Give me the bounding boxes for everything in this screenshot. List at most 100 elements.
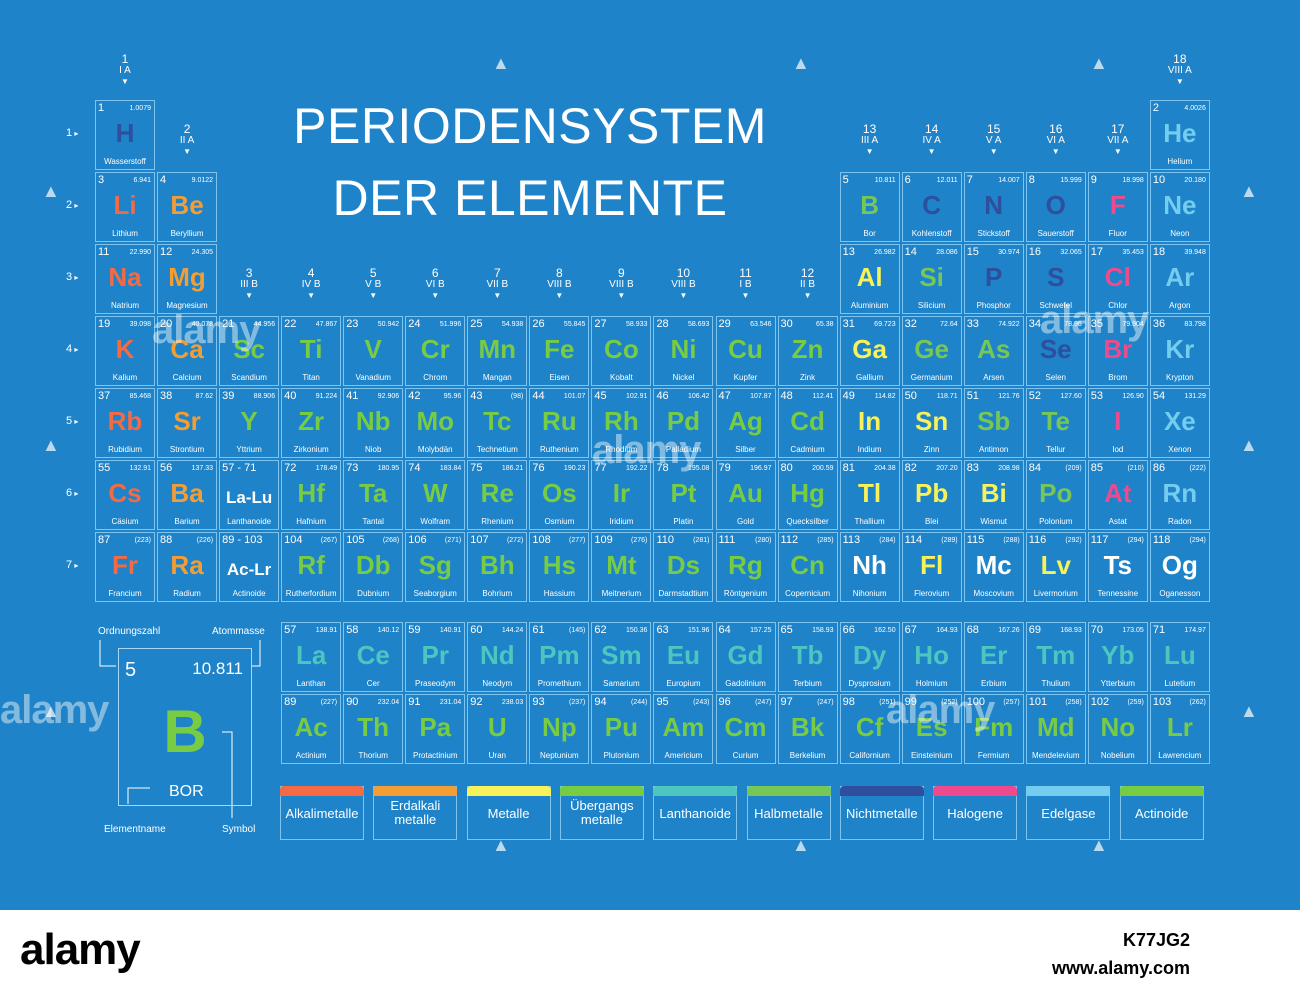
element-mass: (244) [631, 699, 648, 706]
element-symbol: Ho [914, 640, 949, 670]
key-ordnungszahl-label: Ordnungszahl [98, 626, 161, 637]
element-number: 115 [966, 534, 985, 546]
element-cell: 4 9.0122 Be Beryllium [157, 172, 218, 242]
group-roman: IV B [301, 279, 321, 290]
element-name: Livermorium [1033, 589, 1078, 598]
element-cell: 111 (280) Rg Röntgenium [715, 532, 776, 602]
element-cell: 20 40.078 Ca Calcium [157, 316, 218, 386]
element-number: 64 [718, 624, 731, 636]
element-symbol: As [977, 334, 1011, 364]
element-name: Gold [737, 517, 754, 526]
element-cell: 112 (285) Cn Copernicium [777, 532, 838, 602]
element-symbol: Cf [855, 712, 884, 742]
group-roman: VI A [1046, 135, 1065, 146]
group-roman: III A [860, 135, 879, 146]
element-mass: 12.011 [936, 177, 958, 184]
element-symbol: Bh [479, 550, 515, 580]
element-name: Praseodym [415, 679, 456, 688]
element-name: Titan [302, 373, 320, 382]
arrow-right-icon: ▸ [72, 273, 79, 282]
element-name: Natrium [110, 301, 139, 310]
element-name: Vanadium [355, 373, 391, 382]
element-symbol: V [364, 334, 382, 364]
element-number: 26 [532, 318, 545, 330]
element-number: 66 [842, 624, 855, 636]
alamy-url: www.alamy.com [1051, 958, 1190, 978]
element-symbol: Lv [1040, 550, 1071, 580]
element-mass: (281) [693, 537, 710, 544]
element-symbol: Ru [542, 406, 577, 436]
element-number: 72 [284, 462, 297, 474]
element-cell: 82 207.20 Pb Blei [901, 460, 962, 530]
arrow-down-icon: ▼ [803, 291, 812, 300]
element-number: 103 [1152, 696, 1172, 708]
element-name: Neon [1170, 229, 1190, 238]
arrow-right-icon: ▸ [72, 129, 79, 138]
element-symbol: Ar [1165, 262, 1195, 292]
element-symbol: P [985, 262, 1003, 292]
key-atommasse-label: Atommasse [212, 626, 265, 637]
element-symbol: Np [542, 712, 577, 742]
element-mass: (252) [941, 699, 958, 706]
element-name: Niob [364, 445, 382, 454]
element-mass: (247) [755, 699, 772, 706]
element-cell: 44 101.07 Ru Ruthenium [529, 388, 590, 458]
element-name: Iod [1112, 445, 1124, 454]
key-mass: 10.811 [192, 659, 243, 678]
triangle-icon: ▲ [42, 181, 60, 201]
element-name: Blei [924, 517, 939, 526]
element-mass: 88.906 [253, 393, 276, 400]
element-symbol: Hf [297, 478, 325, 508]
legend-item: Actinoide [1119, 786, 1204, 840]
element-mass: 106.42 [688, 393, 710, 400]
element-cell: 68 167.26 Er Erbium [963, 622, 1024, 692]
group-number: 10 [676, 266, 691, 280]
element-mass: (292) [1065, 537, 1082, 544]
element-name: Gadolinium [725, 679, 766, 688]
element-symbol: Mc [975, 550, 1012, 580]
element-name: Darmstadtium [658, 589, 709, 598]
element-name: Gallium [856, 373, 884, 382]
element-number: 109 [594, 534, 613, 546]
arrow-down-icon: ▼ [369, 291, 378, 300]
element-number: 22 [284, 318, 297, 330]
element-cell: 50 118.71 Sn Zinn [901, 388, 962, 458]
element-number: 17 [1090, 246, 1104, 258]
period-label: 1 ▸ [66, 127, 94, 140]
element-name: Krypton [1166, 373, 1194, 382]
element-name: Europium [666, 679, 701, 688]
triangle-icon: ▲ [1090, 53, 1108, 73]
element-cell: 60 144.24 Nd Neodym [467, 622, 528, 692]
element-cell: 110 (281) Ds Darmstadtium [653, 532, 714, 602]
group-roman: V A [985, 135, 1002, 146]
element-cell: 87 (223) Fr Francium [95, 532, 155, 602]
element-symbol: Hs [542, 550, 576, 580]
element-name: Thulium [1041, 679, 1070, 688]
element-number: 98 [842, 696, 855, 708]
element-mass: 35.453 [1122, 249, 1144, 256]
group-header: 12 II B ▼ [778, 267, 838, 301]
element-symbol: Cm [724, 712, 767, 742]
element-name: Platin [673, 517, 694, 526]
element-cell: 49 114.82 In Indium [839, 388, 900, 458]
arrow-down-icon: ▼ [865, 147, 874, 156]
element-symbol: Hg [790, 478, 825, 508]
element-symbol: Ce [356, 640, 390, 670]
triangle-icon: ▲ [492, 53, 510, 73]
element-number: 113 [842, 534, 861, 546]
arrow-down-icon: ▼ [555, 291, 564, 300]
element-symbol: C [922, 190, 942, 220]
element-mass: 190.23 [563, 465, 586, 472]
element-name: Wolfram [420, 517, 451, 526]
element-mass: 178.49 [315, 465, 338, 472]
element-cell: 106 (271) Sg Seaborgium [405, 532, 466, 602]
group-roman: VIII B [671, 279, 696, 290]
element-mass: 127.60 [1060, 393, 1082, 400]
element-mass: (210) [1127, 465, 1144, 472]
element-symbol: Tl [858, 478, 882, 508]
watermark: alamy [152, 308, 261, 352]
element-cell: 117 (294) Ts Tennessine [1087, 532, 1148, 602]
element-mass: (237) [569, 699, 586, 706]
element-cell: 72 178.49 Hf Hafnium [281, 460, 342, 530]
element-cell: 23 50.942 V Vanadium [343, 316, 404, 386]
